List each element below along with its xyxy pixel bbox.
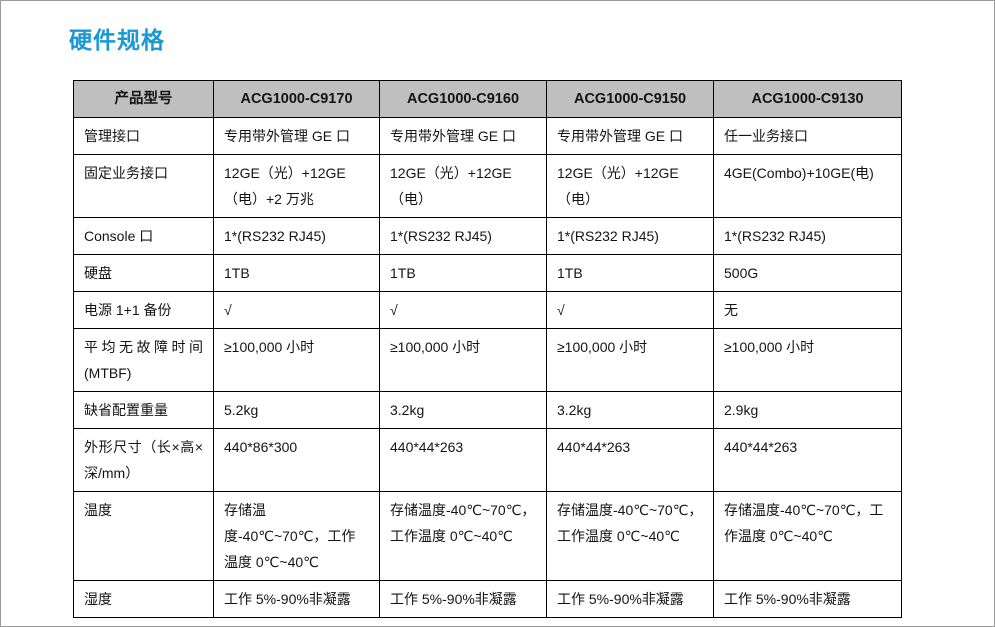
row-label: 缺省配置重量	[73, 391, 214, 429]
spec-cell: 440*86*300	[213, 428, 380, 492]
table-row-default-weight: 缺省配置重量 5.2kg 3.2kg 3.2kg 2.9kg	[73, 391, 902, 429]
spec-cell: 1*(RS232 RJ45)	[379, 217, 547, 255]
table-row-management-interface: 管理接口 专用带外管理 GE 口 专用带外管理 GE 口 专用带外管理 GE 口…	[73, 117, 902, 155]
table-row-fixed-service-ports: 固定业务接口 12GE（光）+12GE（电）+2 万兆 12GE（光）+12GE…	[73, 154, 902, 218]
hardware-spec-table: 产品型号 ACG1000-C9170 ACG1000-C9160 ACG1000…	[73, 80, 902, 618]
spec-cell: ≥100,000 小时	[213, 328, 380, 392]
spec-cell: 2.9kg	[713, 391, 902, 429]
spec-cell: 工作 5%-90%非凝露	[213, 580, 380, 618]
col-header-c9170: ACG1000-C9170	[213, 80, 380, 118]
spec-cell: 专用带外管理 GE 口	[213, 117, 380, 155]
spec-cell: 任一业务接口	[713, 117, 902, 155]
spec-cell: 1TB	[213, 254, 380, 292]
row-label: 外形尺寸（长×高×深/mm）	[73, 428, 214, 492]
spec-cell: 存储温度-40℃~70℃，工作温度 0℃~40℃	[379, 491, 547, 581]
spec-cell: 1*(RS232 RJ45)	[213, 217, 380, 255]
col-header-c9160: ACG1000-C9160	[379, 80, 547, 118]
page-title: 硬件规格	[69, 27, 165, 53]
spec-cell: 无	[713, 291, 902, 329]
table-row-console-port: Console 口 1*(RS232 RJ45) 1*(RS232 RJ45) …	[73, 217, 902, 255]
spec-cell: √	[213, 291, 380, 329]
spec-cell: 工作 5%-90%非凝露	[546, 580, 714, 618]
spec-cell: 1*(RS232 RJ45)	[546, 217, 714, 255]
spec-cell: 1*(RS232 RJ45)	[713, 217, 902, 255]
row-label: 管理接口	[73, 117, 214, 155]
table-row-temperature: 温度 存储温度-40℃~70℃，工作温度 0℃~40℃ 存储温度-40℃~70℃…	[73, 491, 902, 581]
row-label: 固定业务接口	[73, 154, 214, 218]
spec-cell: 专用带外管理 GE 口	[546, 117, 714, 155]
col-header-product-model: 产品型号	[73, 80, 214, 118]
spec-cell: √	[546, 291, 714, 329]
spec-cell: 存储温度-40℃~70℃，工作温度 0℃~40℃	[546, 491, 714, 581]
table-header-row: 产品型号 ACG1000-C9170 ACG1000-C9160 ACG1000…	[73, 80, 902, 118]
col-header-c9130: ACG1000-C9130	[713, 80, 902, 118]
spec-cell: 500G	[713, 254, 902, 292]
spec-cell: 1TB	[546, 254, 714, 292]
spec-cell: 存储温度-40℃~70℃，工作温度 0℃~40℃	[713, 491, 902, 581]
spec-cell: 440*44*263	[379, 428, 547, 492]
spec-cell: 1TB	[379, 254, 547, 292]
table-row-humidity: 湿度 工作 5%-90%非凝露 工作 5%-90%非凝露 工作 5%-90%非凝…	[73, 580, 902, 618]
spec-cell: 4GE(Combo)+10GE(电)	[713, 154, 902, 218]
spec-cell: 存储温度-40℃~70℃，工作温度 0℃~40℃	[213, 491, 380, 581]
spec-cell: 工作 5%-90%非凝露	[713, 580, 902, 618]
row-label: 硬盘	[73, 254, 214, 292]
spec-cell: 专用带外管理 GE 口	[379, 117, 547, 155]
spec-cell: √	[379, 291, 547, 329]
spec-cell: 440*44*263	[713, 428, 902, 492]
spec-cell: ≥100,000 小时	[713, 328, 902, 392]
row-label: 平均无故障时间(MTBF)	[73, 328, 214, 392]
row-label: 温度	[73, 491, 214, 581]
spec-cell: 12GE（光）+12GE（电）+2 万兆	[213, 154, 380, 218]
spec-cell: 12GE（光）+12GE（电）	[546, 154, 714, 218]
spec-cell: 12GE（光）+12GE（电）	[379, 154, 547, 218]
spec-cell: 3.2kg	[546, 391, 714, 429]
spec-cell: 5.2kg	[213, 391, 380, 429]
spec-cell: 3.2kg	[379, 391, 547, 429]
row-label: Console 口	[73, 217, 214, 255]
spec-cell: ≥100,000 小时	[379, 328, 547, 392]
table-row-dimensions: 外形尺寸（长×高×深/mm） 440*86*300 440*44*263 440…	[73, 428, 902, 492]
col-header-c9150: ACG1000-C9150	[546, 80, 714, 118]
spec-cell: ≥100,000 小时	[546, 328, 714, 392]
row-label: 电源 1+1 备份	[73, 291, 214, 329]
spec-cell: 工作 5%-90%非凝露	[379, 580, 547, 618]
table-row-mtbf: 平均无故障时间(MTBF) ≥100,000 小时 ≥100,000 小时 ≥1…	[73, 328, 902, 392]
table-row-hard-disk: 硬盘 1TB 1TB 1TB 500G	[73, 254, 902, 292]
spec-cell: 440*44*263	[546, 428, 714, 492]
row-label: 湿度	[73, 580, 214, 618]
table-row-power-redundancy: 电源 1+1 备份 √ √ √ 无	[73, 291, 902, 329]
